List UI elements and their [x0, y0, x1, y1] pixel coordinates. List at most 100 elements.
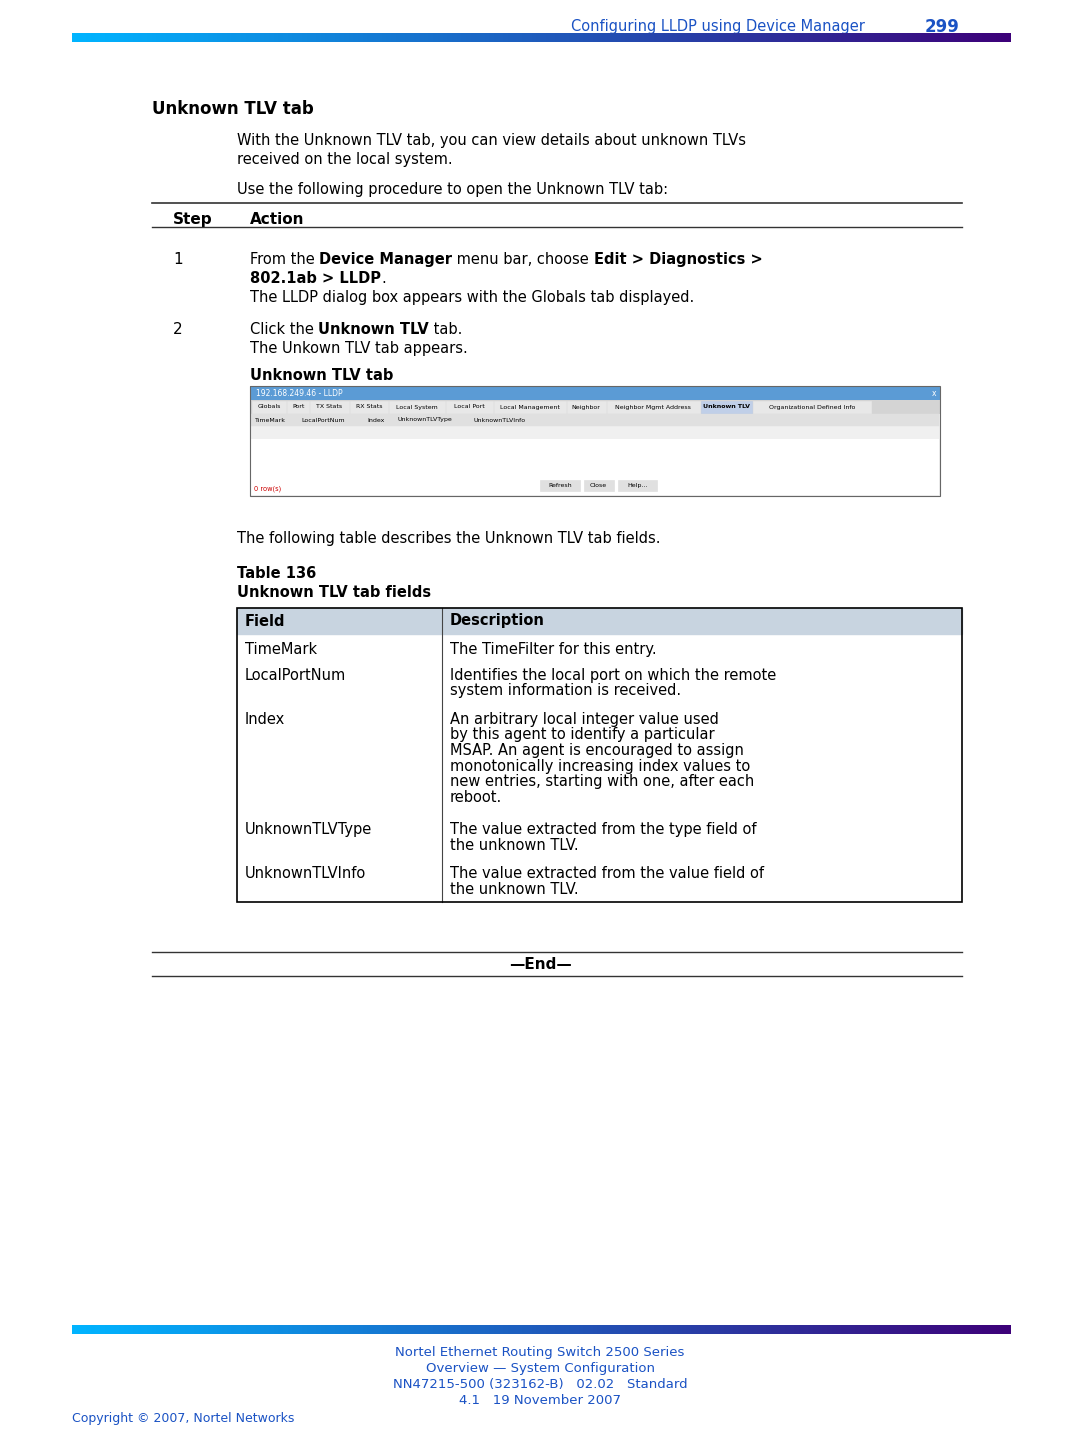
- Text: system information is received.: system information is received.: [450, 684, 681, 698]
- Bar: [972, 1325, 977, 1333]
- Bar: [447, 33, 453, 42]
- Bar: [579, 1325, 583, 1333]
- Bar: [114, 1325, 120, 1333]
- Bar: [287, 33, 293, 42]
- Bar: [597, 33, 603, 42]
- Bar: [509, 33, 513, 42]
- Bar: [761, 1325, 767, 1333]
- Bar: [137, 1325, 143, 1333]
- Bar: [611, 33, 617, 42]
- Bar: [827, 33, 833, 42]
- Bar: [681, 1325, 687, 1333]
- Text: .: .: [381, 271, 386, 287]
- Bar: [237, 660, 962, 704]
- Bar: [991, 1325, 997, 1333]
- Text: new entries, starting with one, after each: new entries, starting with one, after ea…: [450, 775, 754, 789]
- Bar: [766, 33, 771, 42]
- Bar: [597, 1325, 603, 1333]
- Bar: [114, 33, 120, 42]
- Bar: [902, 33, 907, 42]
- Bar: [495, 1325, 499, 1333]
- Bar: [996, 1325, 1001, 1333]
- Bar: [761, 33, 767, 42]
- Bar: [222, 33, 227, 42]
- Bar: [818, 1325, 823, 1333]
- Bar: [559, 1325, 565, 1333]
- Bar: [912, 33, 917, 42]
- Bar: [77, 33, 82, 42]
- Bar: [489, 1325, 495, 1333]
- Bar: [217, 33, 222, 42]
- Bar: [569, 1325, 575, 1333]
- Bar: [465, 33, 471, 42]
- Bar: [841, 1325, 847, 1333]
- Bar: [395, 33, 401, 42]
- Bar: [771, 33, 777, 42]
- Bar: [461, 33, 467, 42]
- Text: Overview — System Configuration: Overview — System Configuration: [426, 1362, 654, 1375]
- Bar: [869, 1325, 875, 1333]
- Bar: [231, 33, 237, 42]
- Bar: [701, 1325, 705, 1333]
- Bar: [649, 1325, 654, 1333]
- Bar: [100, 33, 106, 42]
- Bar: [335, 33, 340, 42]
- Bar: [789, 33, 795, 42]
- Bar: [77, 1325, 82, 1333]
- Bar: [555, 33, 561, 42]
- Text: Description: Description: [450, 613, 545, 628]
- Text: —End—: —End—: [509, 958, 571, 972]
- Bar: [208, 1325, 213, 1333]
- Bar: [780, 1325, 785, 1333]
- Bar: [738, 33, 743, 42]
- Bar: [100, 1325, 106, 1333]
- Text: Unknown TLV tab: Unknown TLV tab: [152, 99, 314, 118]
- Bar: [213, 33, 218, 42]
- Bar: [350, 400, 389, 413]
- Bar: [630, 33, 635, 42]
- Bar: [81, 33, 86, 42]
- Bar: [747, 33, 753, 42]
- Bar: [559, 33, 565, 42]
- Bar: [874, 33, 879, 42]
- Text: by this agent to identify a particular: by this agent to identify a particular: [450, 727, 715, 743]
- Bar: [705, 1325, 711, 1333]
- Bar: [616, 1325, 621, 1333]
- Bar: [771, 1325, 777, 1333]
- Bar: [541, 33, 546, 42]
- Text: Unknown TLV tab: Unknown TLV tab: [249, 369, 393, 383]
- Bar: [865, 1325, 869, 1333]
- Bar: [729, 33, 733, 42]
- Bar: [465, 1325, 471, 1333]
- Bar: [377, 33, 382, 42]
- Bar: [621, 33, 626, 42]
- Bar: [373, 1325, 377, 1333]
- Bar: [129, 1325, 134, 1333]
- Bar: [185, 1325, 190, 1333]
- Text: LocalPortNum: LocalPortNum: [301, 418, 345, 422]
- Bar: [287, 1325, 293, 1333]
- Bar: [968, 33, 973, 42]
- Bar: [185, 33, 190, 42]
- Bar: [237, 33, 241, 42]
- Bar: [249, 386, 940, 495]
- Bar: [325, 1325, 330, 1333]
- Bar: [161, 33, 166, 42]
- Bar: [653, 1325, 659, 1333]
- Text: 2: 2: [173, 323, 183, 337]
- Bar: [475, 33, 481, 42]
- Bar: [330, 33, 335, 42]
- Bar: [249, 400, 940, 495]
- Bar: [95, 33, 100, 42]
- Bar: [91, 33, 96, 42]
- Bar: [677, 33, 683, 42]
- Text: Local Management: Local Management: [500, 405, 559, 409]
- Bar: [602, 1325, 607, 1333]
- Bar: [851, 33, 855, 42]
- Bar: [888, 1325, 893, 1333]
- Bar: [377, 1325, 382, 1333]
- Bar: [485, 33, 490, 42]
- Bar: [419, 33, 424, 42]
- Bar: [307, 1325, 312, 1333]
- Bar: [775, 1325, 781, 1333]
